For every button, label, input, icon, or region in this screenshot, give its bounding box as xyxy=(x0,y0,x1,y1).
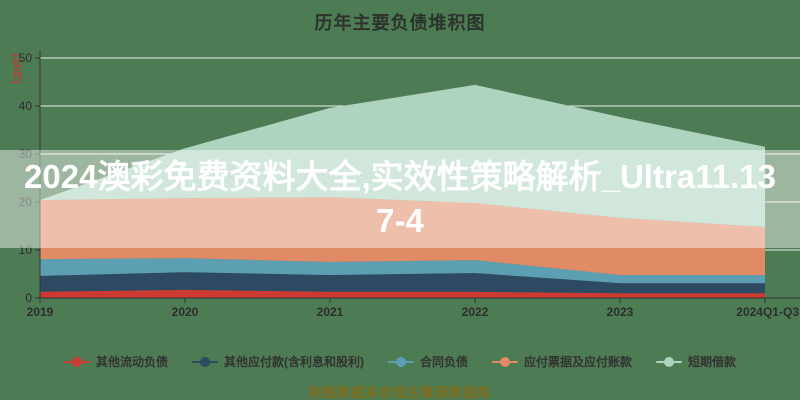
legend-item-4[interactable]: 短期借款 xyxy=(656,353,736,370)
legend-dot-icon xyxy=(664,356,675,367)
legend: 其他流动负债 其他应付款(含利息和股利) 合同负债 应付票据及应付账款 短期借款 xyxy=(0,353,800,370)
legend-label: 其他应付款(含利息和股利) xyxy=(223,355,364,369)
x-tick-label: 2022 xyxy=(462,305,489,319)
area-series-1 xyxy=(40,272,765,294)
y-tick-label: 40 xyxy=(19,99,33,113)
y-tick-label: 50 xyxy=(19,51,33,65)
page-title: 历年主要负债堆积图 xyxy=(314,13,486,33)
legend-marker-icon xyxy=(387,356,414,368)
area-series-0 xyxy=(40,289,765,298)
legend-item-2[interactable]: 合同负债 xyxy=(387,353,468,370)
area-series-2 xyxy=(40,258,765,284)
legend-dot-icon xyxy=(500,356,510,367)
x-tick-label: 2021 xyxy=(317,305,344,319)
y-tick-label: 10 xyxy=(19,243,33,257)
legend-dot-icon xyxy=(71,356,82,367)
legend-label: 应付票据及应付账款 xyxy=(524,355,633,369)
legend-dot-icon xyxy=(395,356,406,367)
legend-label: 其他流动负债 xyxy=(95,355,168,369)
x-tick-label: 2019 xyxy=(27,305,54,319)
legend-marker-icon xyxy=(191,356,218,368)
y-tick-label: 20 xyxy=(19,195,33,209)
legend-item-0[interactable]: 其他流动负债 xyxy=(63,353,168,370)
x-tick-label: 2023 xyxy=(607,305,634,319)
x-tick-label: 2024Q1-Q3 xyxy=(736,305,799,319)
legend-marker-icon xyxy=(492,356,518,368)
area-series-3 xyxy=(40,197,765,275)
legend-item-3[interactable]: 应付票据及应付账款 xyxy=(492,353,632,370)
legend-marker-icon xyxy=(63,356,90,368)
y-axis-unit-label: (亿元) xyxy=(10,54,21,85)
y-tick-label: 30 xyxy=(19,147,33,161)
legend-dot-icon xyxy=(199,356,210,367)
legend-label: 短期借款 xyxy=(688,355,737,369)
watermark-text: 2024澳彩免费资料大全,实效性策略解析_Ultra11.137-4 xyxy=(24,158,776,239)
area-series-4 xyxy=(40,84,765,227)
x-tick-label: 2020 xyxy=(172,305,199,319)
footer-note: 制图数据来自恒生聚源数据库 xyxy=(308,385,491,400)
legend-item-1[interactable]: 其他应付款(含利息和股利) xyxy=(191,353,364,370)
legend-label: 合同负债 xyxy=(419,355,468,369)
watermark-overlay: 2024澳彩免费资料大全,实效性策略解析_Ultra11.137-4 xyxy=(0,150,800,248)
y-tick-label: 0 xyxy=(25,291,32,305)
legend-marker-icon xyxy=(656,356,683,368)
